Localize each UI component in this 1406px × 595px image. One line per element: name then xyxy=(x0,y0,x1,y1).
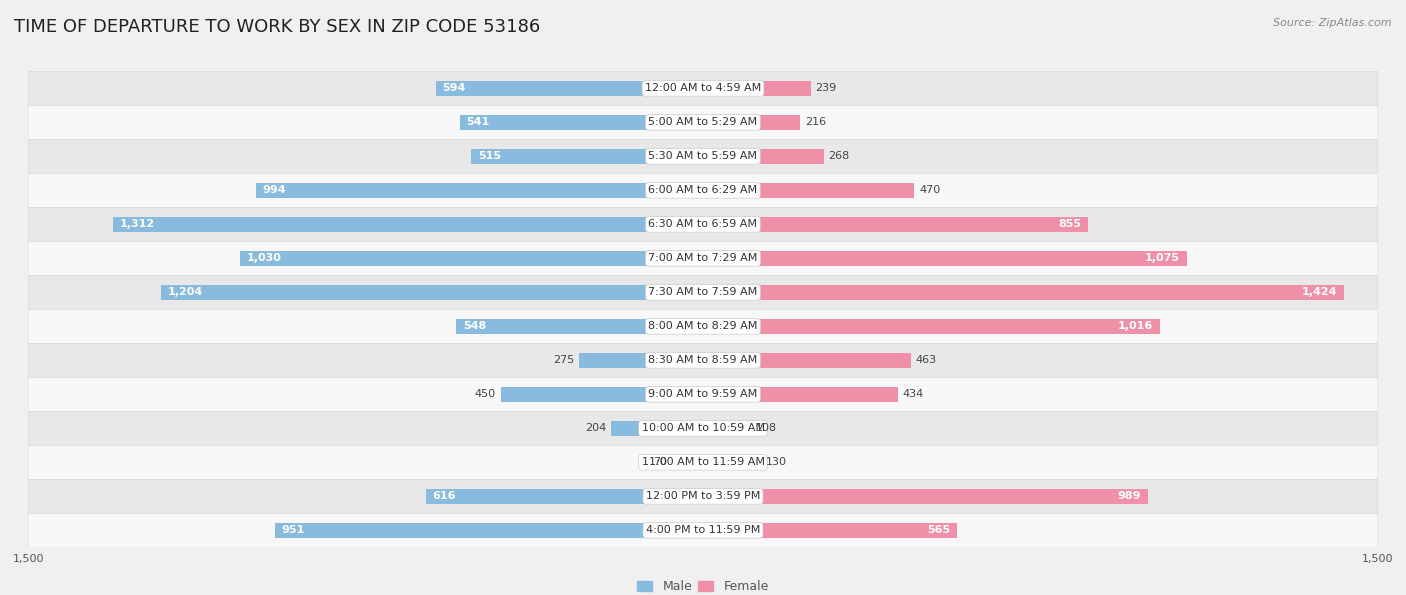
FancyBboxPatch shape xyxy=(28,513,1378,547)
Bar xyxy=(162,285,703,300)
Text: 5:30 AM to 5:59 AM: 5:30 AM to 5:59 AM xyxy=(648,151,758,161)
Text: 8:00 AM to 8:29 AM: 8:00 AM to 8:29 AM xyxy=(648,321,758,331)
Text: 989: 989 xyxy=(1118,491,1142,502)
Text: 239: 239 xyxy=(815,83,837,93)
Text: 541: 541 xyxy=(467,117,489,127)
Text: 12:00 AM to 4:59 AM: 12:00 AM to 4:59 AM xyxy=(645,83,761,93)
Text: 216: 216 xyxy=(804,117,825,127)
Text: 515: 515 xyxy=(478,151,501,161)
Bar xyxy=(703,81,810,96)
Text: 275: 275 xyxy=(554,355,575,365)
Text: 9:00 AM to 9:59 AM: 9:00 AM to 9:59 AM xyxy=(648,389,758,399)
Bar xyxy=(471,149,703,164)
Bar xyxy=(703,353,911,368)
Text: 4:00 PM to 11:59 PM: 4:00 PM to 11:59 PM xyxy=(645,525,761,536)
FancyBboxPatch shape xyxy=(28,105,1378,139)
Text: 1,312: 1,312 xyxy=(120,220,155,230)
Text: 6:00 AM to 6:29 AM: 6:00 AM to 6:29 AM xyxy=(648,186,758,195)
FancyBboxPatch shape xyxy=(28,173,1378,208)
FancyBboxPatch shape xyxy=(28,139,1378,173)
Text: 1,016: 1,016 xyxy=(1118,321,1153,331)
FancyBboxPatch shape xyxy=(28,309,1378,343)
Text: 616: 616 xyxy=(433,491,456,502)
Bar xyxy=(703,421,752,436)
FancyBboxPatch shape xyxy=(28,242,1378,275)
Bar xyxy=(703,523,957,538)
Bar xyxy=(612,421,703,436)
FancyBboxPatch shape xyxy=(28,208,1378,242)
Text: Source: ZipAtlas.com: Source: ZipAtlas.com xyxy=(1274,18,1392,28)
Bar xyxy=(703,285,1344,300)
Bar xyxy=(703,149,824,164)
Text: 130: 130 xyxy=(766,458,787,468)
FancyBboxPatch shape xyxy=(28,411,1378,446)
Bar xyxy=(436,81,703,96)
Text: 1,424: 1,424 xyxy=(1302,287,1337,298)
Text: 994: 994 xyxy=(263,186,287,195)
Bar xyxy=(703,183,914,198)
Text: 108: 108 xyxy=(756,424,778,433)
Text: 951: 951 xyxy=(281,525,305,536)
Text: TIME OF DEPARTURE TO WORK BY SEX IN ZIP CODE 53186: TIME OF DEPARTURE TO WORK BY SEX IN ZIP … xyxy=(14,18,540,36)
Bar xyxy=(239,250,703,266)
Text: 565: 565 xyxy=(928,525,950,536)
FancyBboxPatch shape xyxy=(28,480,1378,513)
Text: 463: 463 xyxy=(915,355,936,365)
Bar xyxy=(276,523,703,538)
Text: 450: 450 xyxy=(475,389,496,399)
Bar xyxy=(703,319,1160,334)
Text: 1,075: 1,075 xyxy=(1144,253,1180,264)
Text: 434: 434 xyxy=(903,389,924,399)
Text: 10:00 AM to 10:59 AM: 10:00 AM to 10:59 AM xyxy=(641,424,765,433)
Bar xyxy=(501,387,703,402)
Text: 6:30 AM to 6:59 AM: 6:30 AM to 6:59 AM xyxy=(648,220,758,230)
Text: 11:00 AM to 11:59 AM: 11:00 AM to 11:59 AM xyxy=(641,458,765,468)
FancyBboxPatch shape xyxy=(28,71,1378,105)
FancyBboxPatch shape xyxy=(28,446,1378,480)
Bar xyxy=(703,387,898,402)
Bar xyxy=(703,115,800,130)
Text: 1,030: 1,030 xyxy=(246,253,281,264)
Bar xyxy=(703,455,762,470)
Bar xyxy=(672,455,703,470)
Bar xyxy=(426,488,703,504)
Bar xyxy=(460,115,703,130)
Text: 470: 470 xyxy=(920,186,941,195)
Text: 7:30 AM to 7:59 AM: 7:30 AM to 7:59 AM xyxy=(648,287,758,298)
Bar xyxy=(703,250,1187,266)
Legend: Male, Female: Male, Female xyxy=(633,575,773,595)
Text: 70: 70 xyxy=(652,458,666,468)
FancyBboxPatch shape xyxy=(28,275,1378,309)
FancyBboxPatch shape xyxy=(28,343,1378,377)
Bar xyxy=(457,319,703,334)
Bar xyxy=(112,217,703,232)
FancyBboxPatch shape xyxy=(28,377,1378,411)
Bar xyxy=(256,183,703,198)
Text: 5:00 AM to 5:29 AM: 5:00 AM to 5:29 AM xyxy=(648,117,758,127)
Text: 12:00 PM to 3:59 PM: 12:00 PM to 3:59 PM xyxy=(645,491,761,502)
Bar xyxy=(703,488,1147,504)
Text: 594: 594 xyxy=(443,83,465,93)
Bar xyxy=(703,217,1088,232)
Bar xyxy=(579,353,703,368)
Text: 1,204: 1,204 xyxy=(169,287,204,298)
Text: 7:00 AM to 7:29 AM: 7:00 AM to 7:29 AM xyxy=(648,253,758,264)
Text: 855: 855 xyxy=(1057,220,1081,230)
Text: 204: 204 xyxy=(585,424,607,433)
Text: 8:30 AM to 8:59 AM: 8:30 AM to 8:59 AM xyxy=(648,355,758,365)
Text: 548: 548 xyxy=(463,321,486,331)
Text: 268: 268 xyxy=(828,151,849,161)
